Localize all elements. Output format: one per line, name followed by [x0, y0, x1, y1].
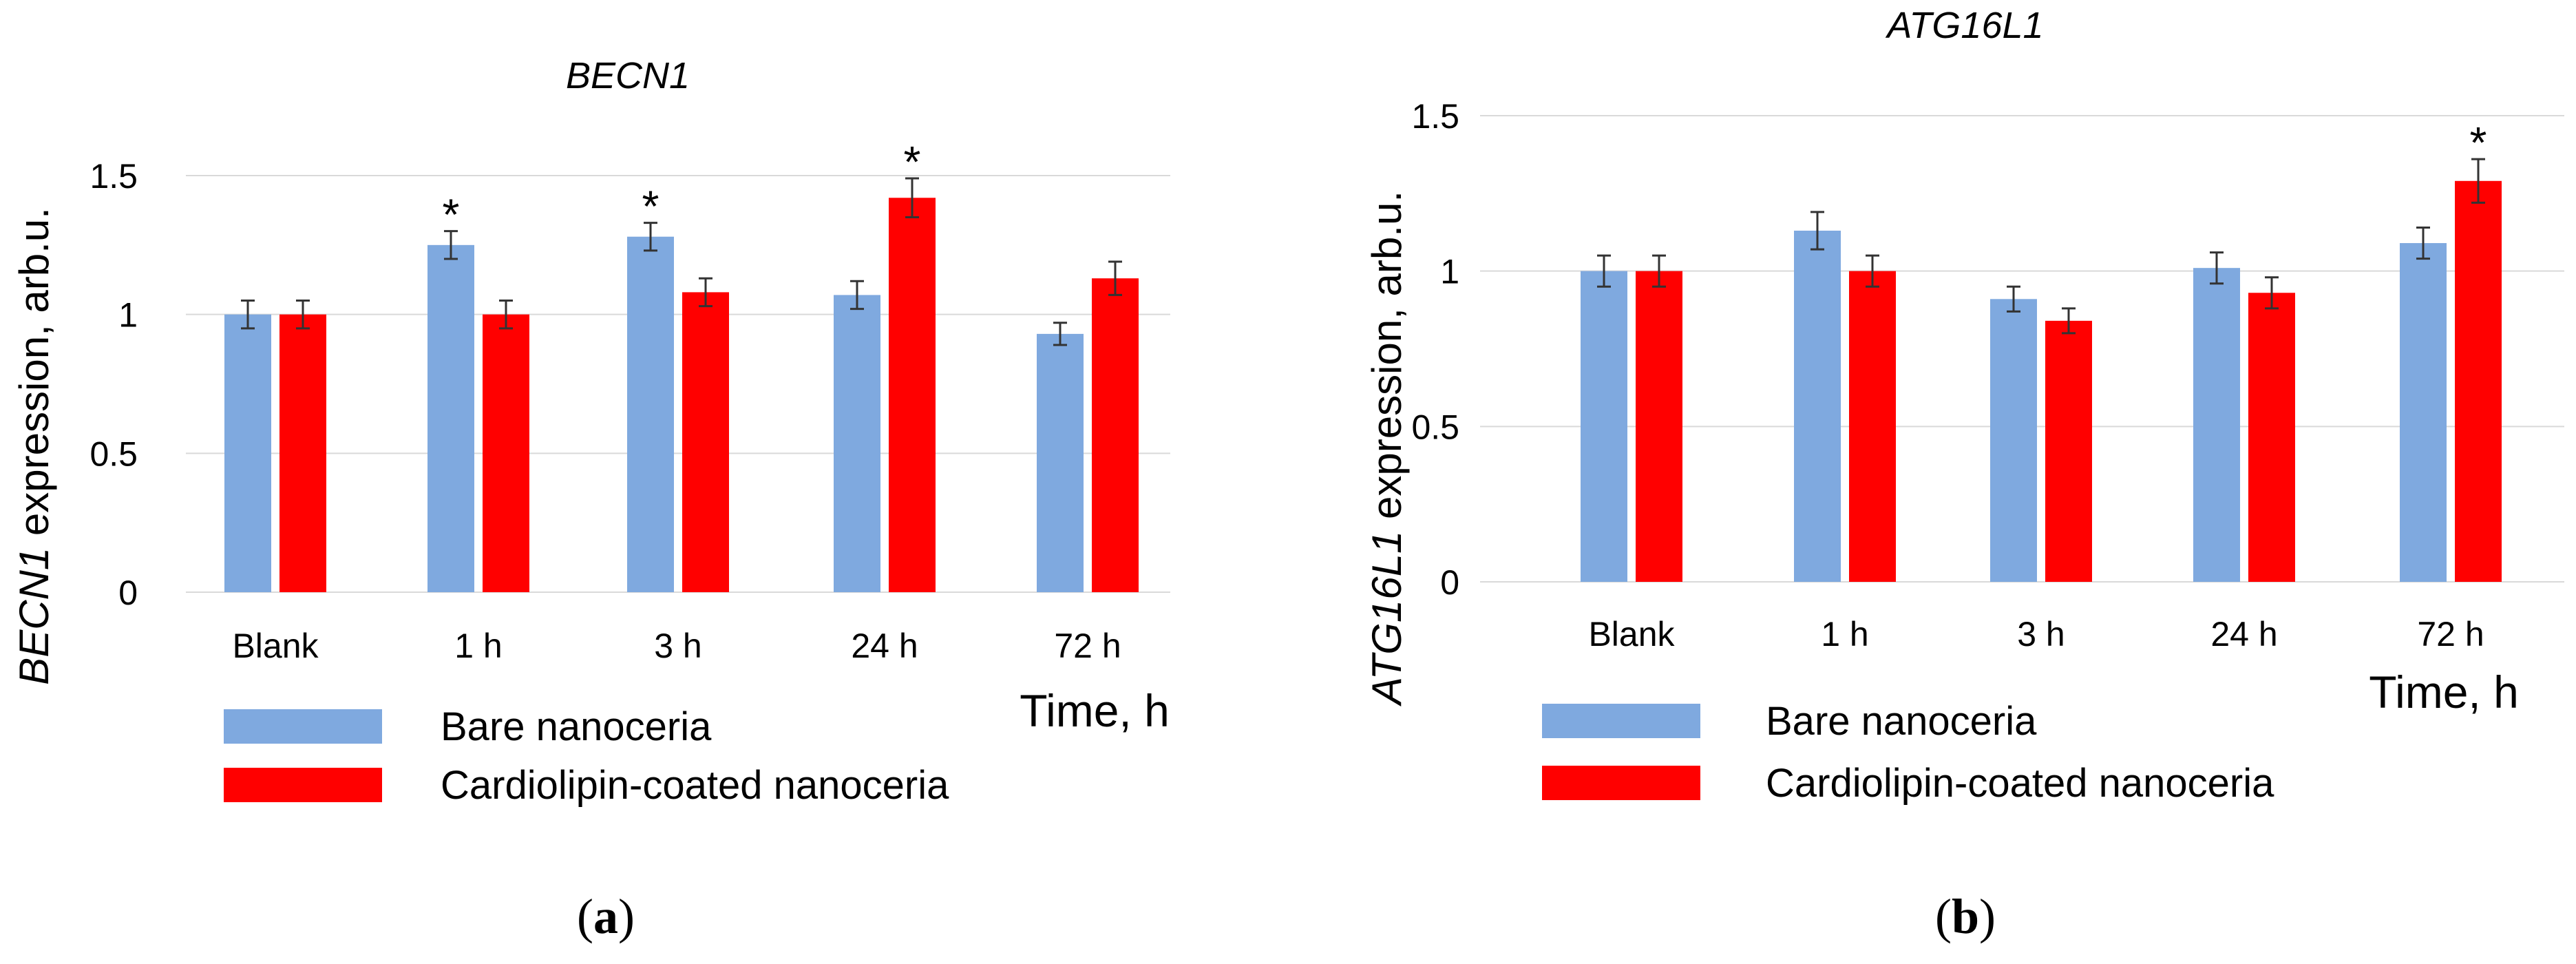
legend-label-coated: Cardiolipin-coated nanoceria: [441, 763, 949, 808]
bar: [1849, 271, 1896, 582]
legend-swatch-coated: [1542, 766, 1700, 800]
y-tick-label: 1.5: [89, 157, 138, 196]
significance-marker: *: [2470, 118, 2487, 167]
y-tick-labels: 0 0.5 1 1.5: [89, 157, 138, 612]
gridlines: [186, 175, 1170, 593]
x-tick-labels: Blank 1 h 3 h 24 h 72 h: [1588, 615, 2484, 653]
legend-label-bare: Bare nanoceria: [1766, 699, 2037, 744]
significance-marker: *: [443, 190, 460, 240]
chart-panel-a: BECN1 * * * 0 0.5 1 1.5 Blank 1 h 3 h 24 h 72 h B…: [11, 55, 1170, 944]
x-tick-label: 1 h: [454, 627, 503, 665]
y-axis-label: ATG16L1 expression, arb.u.: [1364, 191, 1410, 706]
y-axis-label: BECN1 expression, arb.u.: [11, 207, 57, 685]
x-axis-label: Time, h: [2369, 667, 2519, 717]
bar: [1037, 333, 1084, 592]
bar: [627, 236, 674, 592]
x-tick-label: 72 h: [1054, 627, 1121, 665]
bar: [427, 244, 474, 592]
bar: [889, 198, 936, 592]
chart-panel-b: ATG16L1 * 0 0.5 1 1.5 Blank 1 h 3 h 24 h 72 h A…: [1364, 5, 2564, 944]
bar: [2248, 293, 2295, 582]
legend-label-coated: Cardiolipin-coated nanoceria: [1766, 761, 2274, 806]
x-tick-label: Blank: [232, 627, 319, 665]
bar: [1092, 278, 1139, 592]
panel-letter-b: b: [1952, 889, 1979, 944]
y-tick-label: 1.5: [1411, 97, 1459, 136]
panel-label-b: (b): [1935, 889, 1996, 944]
bar: [682, 292, 729, 592]
significance-marker: *: [642, 182, 659, 231]
bars: *: [1581, 118, 2502, 582]
bar: [1794, 230, 1841, 582]
chart-title: ATG16L1: [1885, 5, 2043, 46]
y-tick-label: 1: [1440, 253, 1459, 291]
x-tick-label: 3 h: [2017, 615, 2065, 653]
bar: [2045, 320, 2092, 582]
x-tick-label: 3 h: [654, 627, 702, 665]
x-tick-label: 1 h: [1821, 615, 1869, 653]
bar: [224, 314, 271, 592]
bar: [279, 314, 326, 592]
y-tick-label: 0.5: [89, 434, 138, 473]
y-axis-label-unit: expression, arb.u.: [1364, 191, 1410, 531]
legend: Bare nanoceria Cardiolipin-coated nanoce…: [224, 704, 949, 808]
x-tick-labels: Blank 1 h 3 h 24 h 72 h: [232, 627, 1121, 665]
bar: [2400, 243, 2447, 582]
legend-swatch-bare: [224, 709, 382, 744]
panel-letter-a: a: [593, 889, 618, 944]
legend-label-bare: Bare nanoceria: [441, 704, 712, 749]
bar: [483, 314, 529, 592]
x-tick-label: Blank: [1588, 615, 1675, 653]
panel-label-a: (a): [577, 889, 635, 944]
y-tick-labels: 0 0.5 1 1.5: [1411, 97, 1459, 602]
bar: [2193, 268, 2240, 582]
bar: [1581, 271, 1627, 582]
y-axis-label-gene: ATG16L1: [1364, 531, 1410, 706]
y-axis-label-unit: expression, arb.u.: [11, 207, 57, 547]
x-tick-label: 24 h: [2210, 615, 2277, 653]
bar: [1636, 271, 1682, 582]
bars: * * *: [224, 137, 1139, 592]
y-axis-label-gene: BECN1: [11, 547, 57, 685]
bar: [1990, 299, 2037, 582]
bar: [2455, 180, 2502, 582]
legend-swatch-bare: [1542, 704, 1700, 738]
bar: [834, 295, 880, 592]
legend-swatch-coated: [224, 768, 382, 802]
y-tick-label: 0: [1440, 563, 1459, 602]
x-tick-label: 24 h: [851, 627, 918, 665]
x-tick-label: 72 h: [2417, 615, 2484, 653]
significance-marker: *: [904, 137, 921, 187]
legend: Bare nanoceria Cardiolipin-coated nanoce…: [1542, 699, 2274, 806]
chart-title: BECN1: [566, 55, 690, 96]
y-tick-label: 0: [118, 574, 138, 612]
x-axis-label: Time, h: [1020, 685, 1170, 736]
y-tick-label: 1: [118, 296, 138, 335]
y-tick-label: 0.5: [1411, 408, 1459, 446]
